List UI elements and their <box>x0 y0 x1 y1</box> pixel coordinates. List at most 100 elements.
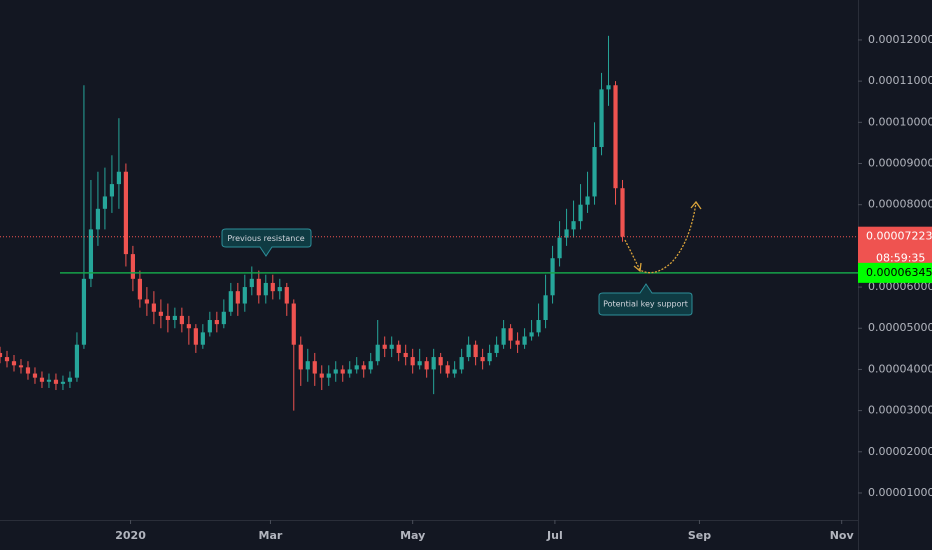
candle-body <box>550 258 555 296</box>
candle-body <box>116 171 122 185</box>
candle-body <box>396 344 401 353</box>
candle-body <box>67 377 73 382</box>
candle-body <box>445 365 450 374</box>
candle-body <box>60 381 66 384</box>
candle-body <box>487 352 492 362</box>
candle-body <box>403 352 408 358</box>
callout-box <box>221 228 312 257</box>
candle-body <box>291 303 296 345</box>
candle-body <box>95 208 101 230</box>
candle-body <box>53 379 59 384</box>
candle-body <box>543 295 548 321</box>
candle-body <box>417 361 422 366</box>
candle-body <box>172 315 177 321</box>
candle-body <box>333 369 338 374</box>
candle-body <box>109 184 115 197</box>
candle-body <box>270 282 275 292</box>
candle-body <box>431 357 436 370</box>
candle-body <box>249 278 254 288</box>
candle-body <box>186 324 191 329</box>
candle-body <box>11 361 17 366</box>
candle-body <box>529 332 534 337</box>
candle-body <box>74 344 80 378</box>
candle-body <box>599 89 604 148</box>
candle-body <box>263 282 268 296</box>
candle-body <box>284 287 289 304</box>
candle-body <box>571 221 576 230</box>
candle-body <box>32 373 38 378</box>
support-price-label: 0.00006345 <box>866 266 932 279</box>
candle-body <box>438 357 443 366</box>
candle-body <box>480 357 485 362</box>
candle-body <box>0 352 3 358</box>
candle-body <box>459 357 464 370</box>
candle-body <box>389 344 394 349</box>
x-tick-label: May <box>400 529 425 542</box>
candle-body <box>361 365 366 370</box>
candle-body <box>137 278 142 300</box>
projection-path <box>624 202 697 274</box>
arrow-head <box>690 200 702 210</box>
annotation: Previous resistance <box>227 234 304 243</box>
candle-body <box>578 204 583 222</box>
candle-body <box>102 196 108 209</box>
y-tick-label: 0.00005000 <box>868 321 932 334</box>
candle-body <box>123 171 129 255</box>
candle-body <box>368 361 373 370</box>
candle-body <box>312 361 317 374</box>
candle-body <box>585 196 590 205</box>
y-tick-label: 0.00009000 <box>868 157 932 170</box>
candle-body <box>606 85 611 90</box>
candle-body <box>200 332 205 345</box>
last-price-label: 0.00007223 <box>866 230 932 243</box>
candle-body <box>564 229 569 238</box>
candle-body <box>18 365 24 368</box>
candle-body <box>340 369 345 374</box>
y-tick-label: 0.00003000 <box>868 404 932 417</box>
candle-body <box>522 336 527 345</box>
y-tick-label: 0.00010000 <box>868 115 932 128</box>
candle-body <box>508 328 513 341</box>
candle-body <box>592 147 597 197</box>
x-tick-label: Sep <box>688 529 711 542</box>
previous-resistance-callout: Previous resistance <box>221 228 312 257</box>
candle-body <box>242 287 247 304</box>
candle-body <box>151 303 156 312</box>
candle-body <box>130 254 135 279</box>
candle-body <box>501 328 506 345</box>
candle-body <box>158 311 163 316</box>
y-tick-label: 0.00001000 <box>868 486 932 499</box>
candle-body <box>410 357 415 366</box>
candle-body <box>375 344 380 362</box>
candle-body <box>256 278 261 296</box>
candle-body <box>354 365 359 370</box>
candle-body <box>515 340 520 345</box>
candle-body <box>319 373 324 378</box>
candle-body <box>382 344 387 349</box>
candle-body <box>25 367 31 374</box>
candle-body <box>81 278 87 345</box>
y-tick-label: 0.00006000 <box>868 280 932 293</box>
candle-body <box>557 237 562 259</box>
y-tick-label: 0.00012000 <box>868 33 932 46</box>
candle-body <box>620 188 625 237</box>
x-tick-label: Mar <box>259 529 283 542</box>
candle-body <box>452 369 457 374</box>
candle-body <box>298 344 303 370</box>
candle-body <box>305 361 310 370</box>
candle-body <box>46 379 52 382</box>
arrow-head <box>633 262 642 273</box>
x-tick-label: 2020 <box>115 529 146 542</box>
x-tick-label: Nov <box>830 529 855 542</box>
support-price-box <box>858 262 932 283</box>
candle-body <box>4 357 10 362</box>
y-tick-label: 0.00002000 <box>868 445 932 458</box>
candle-body <box>326 373 331 378</box>
y-tick-label: 0.00008000 <box>868 198 932 211</box>
candle-body <box>179 315 184 325</box>
callout-box <box>598 283 693 316</box>
candle-body <box>193 328 198 345</box>
candle-body <box>494 344 499 353</box>
